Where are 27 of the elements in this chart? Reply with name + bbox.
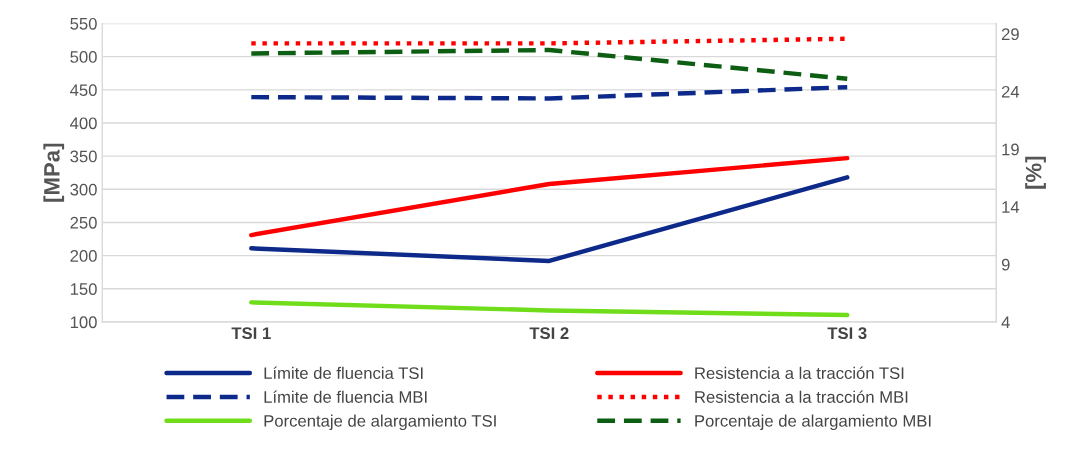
- legend-label: Resistencia a la tracción TSI: [695, 366, 904, 380]
- y2-tick-label: 24: [1001, 85, 1020, 98]
- y2-tick-label: 29: [1001, 28, 1019, 41]
- y2-tick-label: 14: [1002, 201, 1020, 213]
- legend-label: Límite de fluencia MBI: [264, 390, 427, 403]
- legend-label: Límite de fluencia TSI: [264, 366, 423, 380]
- y2-axis-title: [%]: [1025, 156, 1046, 189]
- y-tick-label: 550: [70, 17, 97, 30]
- y2-tick-label: 9: [1001, 258, 1010, 271]
- y-tick-label: 100: [70, 316, 97, 329]
- y-tick-label: 150: [70, 283, 97, 295]
- y-tick-label: 350: [70, 150, 97, 163]
- y-tick-label: 450: [70, 84, 97, 97]
- x-tick-label: TSI 3: [827, 327, 867, 340]
- legend-label: Porcentaje de alargamiento MBI: [695, 414, 931, 431]
- y-tick-label: 250: [70, 216, 97, 229]
- y2-tick-label: 4: [1001, 316, 1010, 328]
- legend-label: Porcentaje de alargamiento TSI: [264, 414, 496, 431]
- y-tick-label: 300: [70, 183, 97, 196]
- x-tick-label: TSI 1: [231, 327, 271, 340]
- y2-tick-label: 19: [1002, 143, 1019, 156]
- legend-label: Resistencia a la tracción MBI: [695, 390, 908, 403]
- y-tick-label: 200: [70, 250, 97, 262]
- y-tick-label: 500: [70, 51, 97, 63]
- x-tick-label: TSI 2: [529, 327, 569, 340]
- y-axis-title: [MPa]: [43, 143, 65, 202]
- y-tick-label: 400: [70, 117, 97, 130]
